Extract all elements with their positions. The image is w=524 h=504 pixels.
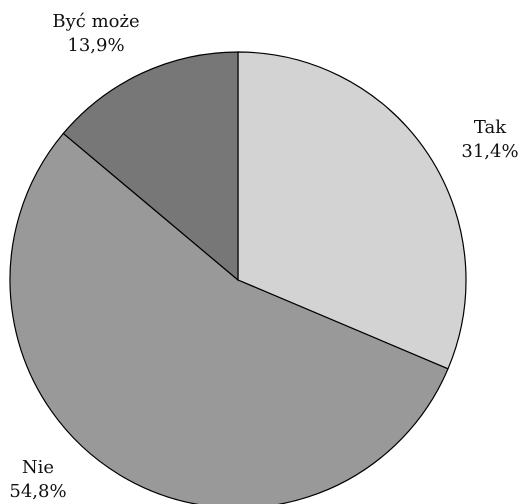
pie-slice (62, 51, 239, 282)
slice-label: Tak (474, 117, 507, 138)
pie-slice (237, 51, 467, 370)
slice-label: Być może (52, 11, 139, 32)
slice-value-label: 54,8% (9, 481, 66, 502)
pie-slice (9, 132, 449, 504)
slice-label: Nie (22, 457, 54, 478)
slice-value-label: 13,9% (67, 35, 124, 56)
slice-value-label: 31,4% (461, 141, 518, 162)
